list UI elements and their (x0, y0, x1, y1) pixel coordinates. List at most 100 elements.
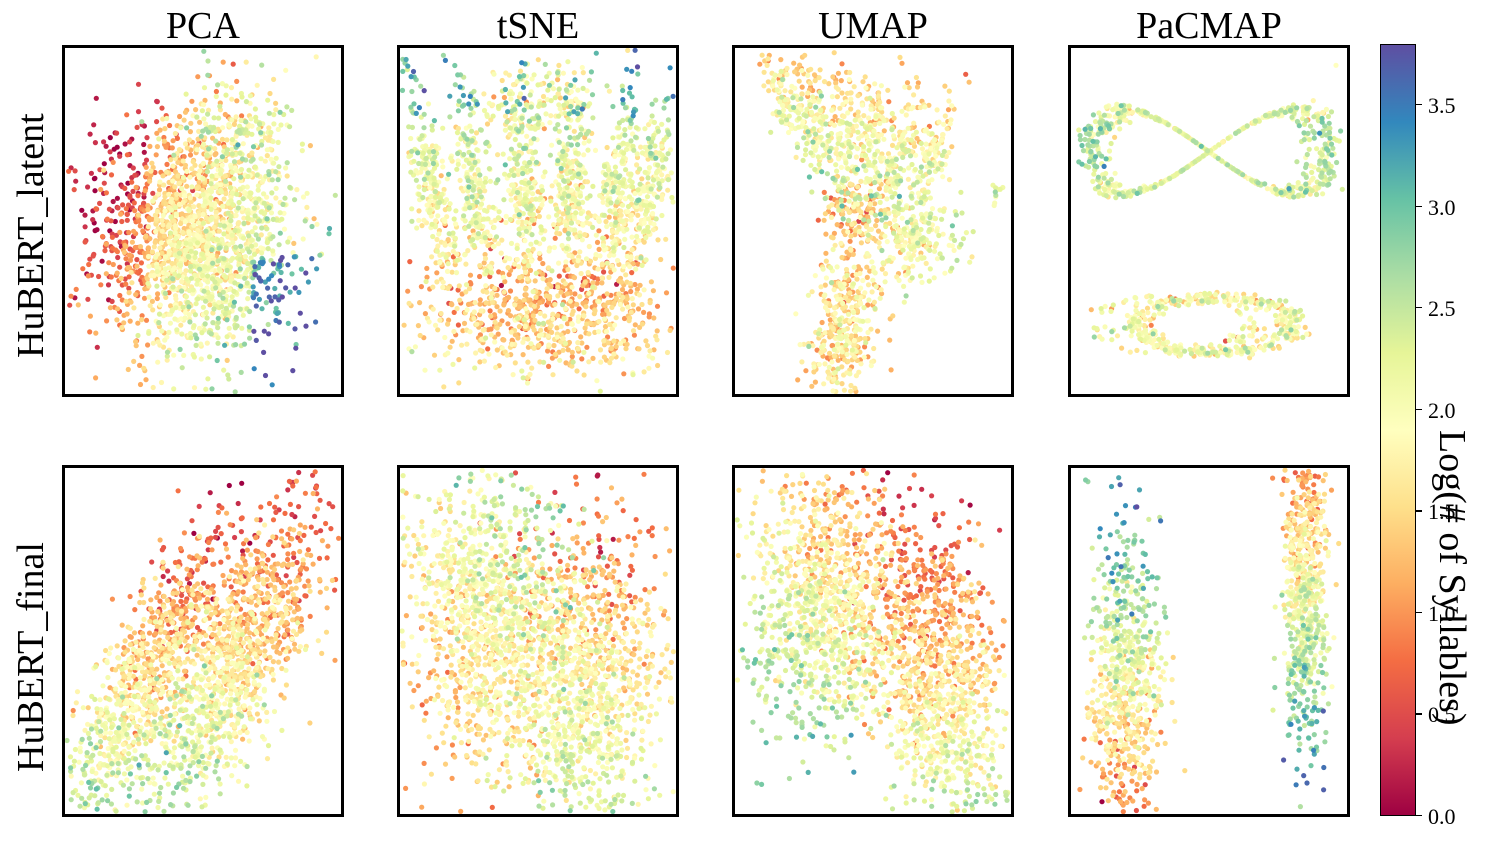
scatter-point (606, 311, 612, 317)
scatter-point (145, 342, 151, 348)
scatter-point (821, 79, 828, 85)
scatter-point (103, 241, 109, 247)
scatter-point (626, 90, 633, 96)
scatter-point (447, 114, 453, 120)
scatter-point (582, 325, 588, 331)
scatter-point (477, 359, 483, 365)
scatter-point (220, 125, 226, 131)
scatter-point (149, 249, 155, 255)
scatter-point (569, 363, 575, 369)
scatter-point (874, 217, 880, 224)
scatter-point (199, 295, 205, 301)
scatter-point (170, 284, 176, 290)
scatter-point (224, 357, 230, 363)
scatter-point (529, 232, 535, 238)
scatter-point (426, 149, 432, 155)
scatter-point (606, 88, 612, 94)
scatter-point (164, 357, 170, 363)
scatter-point (326, 225, 333, 232)
scatter-point (592, 255, 598, 261)
scatter-point (313, 54, 319, 60)
scatter-point (193, 107, 199, 113)
scatter-point (540, 276, 546, 282)
scatter-point (469, 194, 475, 200)
scatter-point (134, 263, 140, 269)
scatter-point (235, 205, 241, 211)
scatter-point (613, 211, 619, 217)
scatter-point (655, 128, 661, 134)
scatter-point (171, 352, 177, 358)
scatter-point (575, 87, 581, 93)
scatter-point (145, 224, 151, 230)
scatter-point (486, 100, 492, 106)
scatter-point (157, 302, 163, 308)
scatter-point (259, 225, 265, 231)
scatter-point (660, 164, 666, 170)
scatter-point (66, 168, 72, 174)
scatter-point (182, 109, 189, 115)
scatter-point (625, 48, 631, 53)
scatter-point (439, 158, 445, 164)
scatter-point (661, 105, 667, 111)
scatter-point (197, 266, 203, 272)
scatter-point (176, 180, 183, 186)
scatter-point (463, 289, 469, 295)
scatter-point (144, 171, 150, 177)
scatter-point (541, 102, 547, 108)
scatter-point (604, 144, 610, 151)
scatter-point (162, 290, 168, 296)
scatter-point (276, 242, 282, 248)
scatter-point (107, 305, 113, 311)
scatter-point (241, 341, 248, 347)
scatter-point (284, 160, 290, 166)
scatter-point (512, 136, 518, 143)
scatter-point (212, 152, 218, 158)
scatter-point (82, 224, 88, 230)
scatter-point (200, 203, 206, 209)
scatter-point (271, 76, 277, 82)
scatter-point (424, 265, 430, 271)
scatter-point (942, 83, 948, 89)
scatter-point (639, 176, 645, 182)
scatter-point (179, 279, 185, 285)
scatter-point (514, 161, 520, 167)
scatter-point (457, 177, 463, 183)
scatter-point (117, 264, 123, 270)
scatter-point (835, 357, 841, 363)
scatter-point (834, 222, 840, 228)
scatter-point (537, 101, 543, 107)
scatter-point (181, 352, 187, 358)
scatter-point (87, 256, 93, 262)
scatter-point (765, 79, 771, 85)
scatter-point (492, 319, 498, 325)
scatter-point (181, 154, 187, 160)
scatter-point (147, 178, 153, 184)
scatter-point (845, 298, 852, 304)
scatter-point (862, 74, 868, 80)
scatter-point (174, 327, 180, 333)
scatter-point (446, 171, 452, 177)
scatter-point (162, 337, 168, 343)
scatter-point (821, 217, 827, 223)
scatter-point (579, 64, 585, 71)
scatter-point (422, 181, 428, 187)
scatter-point (621, 150, 627, 156)
scatter-point (184, 276, 190, 282)
scatter-point (761, 83, 767, 89)
scatter-point (628, 309, 634, 315)
scatter-point (454, 257, 460, 263)
scatter-point (160, 212, 166, 218)
scatter-point (630, 302, 636, 308)
scatter-point (147, 236, 153, 242)
scatter-point (562, 228, 568, 234)
scatter-point (477, 223, 483, 229)
scatter-point (761, 69, 767, 75)
scatter-point (145, 253, 152, 260)
scatter-point (208, 217, 214, 223)
scatter-point (651, 221, 657, 227)
scatter-point (545, 348, 551, 354)
scatter-point (101, 180, 107, 186)
scatter-point (106, 260, 112, 266)
scatter-point (637, 166, 643, 172)
scatter-point (229, 117, 235, 123)
